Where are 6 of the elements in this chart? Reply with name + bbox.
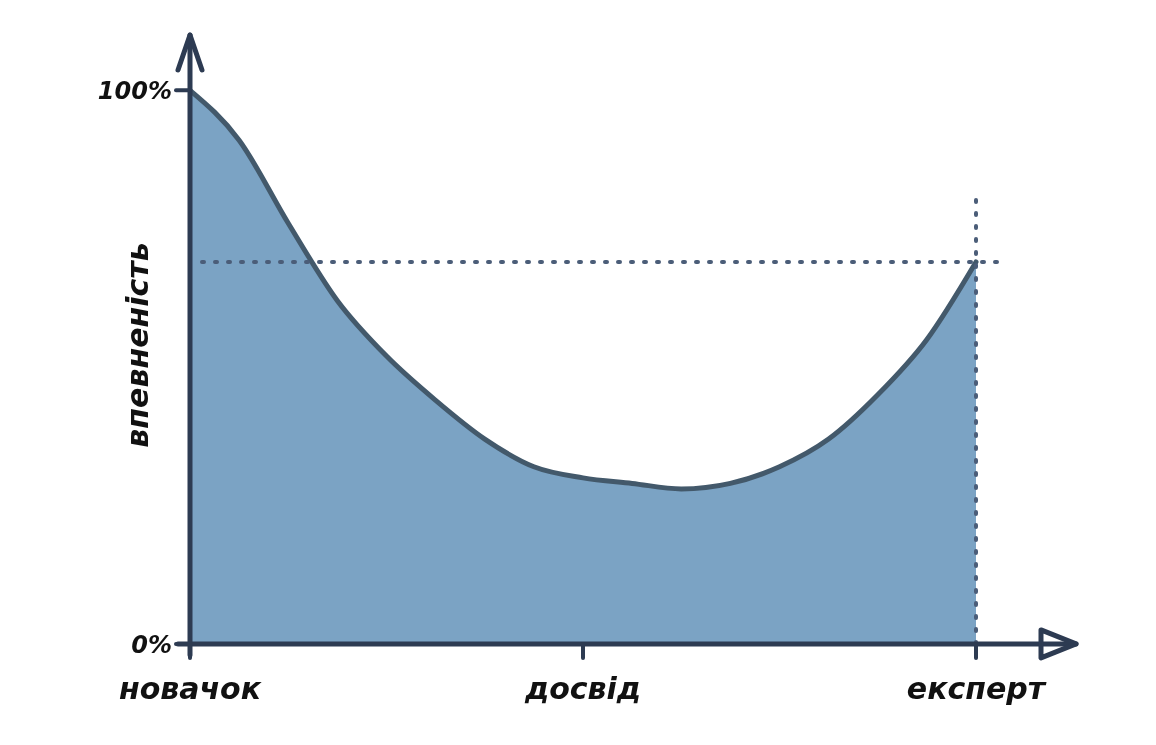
x-tick-label: новачок (118, 670, 262, 706)
y-tick-label: 100% (97, 77, 172, 106)
y-axis-title: впевненість (120, 242, 155, 448)
x-tick-label: досвід (523, 670, 642, 706)
x-tick-label: експерт (906, 670, 1047, 706)
y-tick-label: 0% (131, 630, 172, 659)
